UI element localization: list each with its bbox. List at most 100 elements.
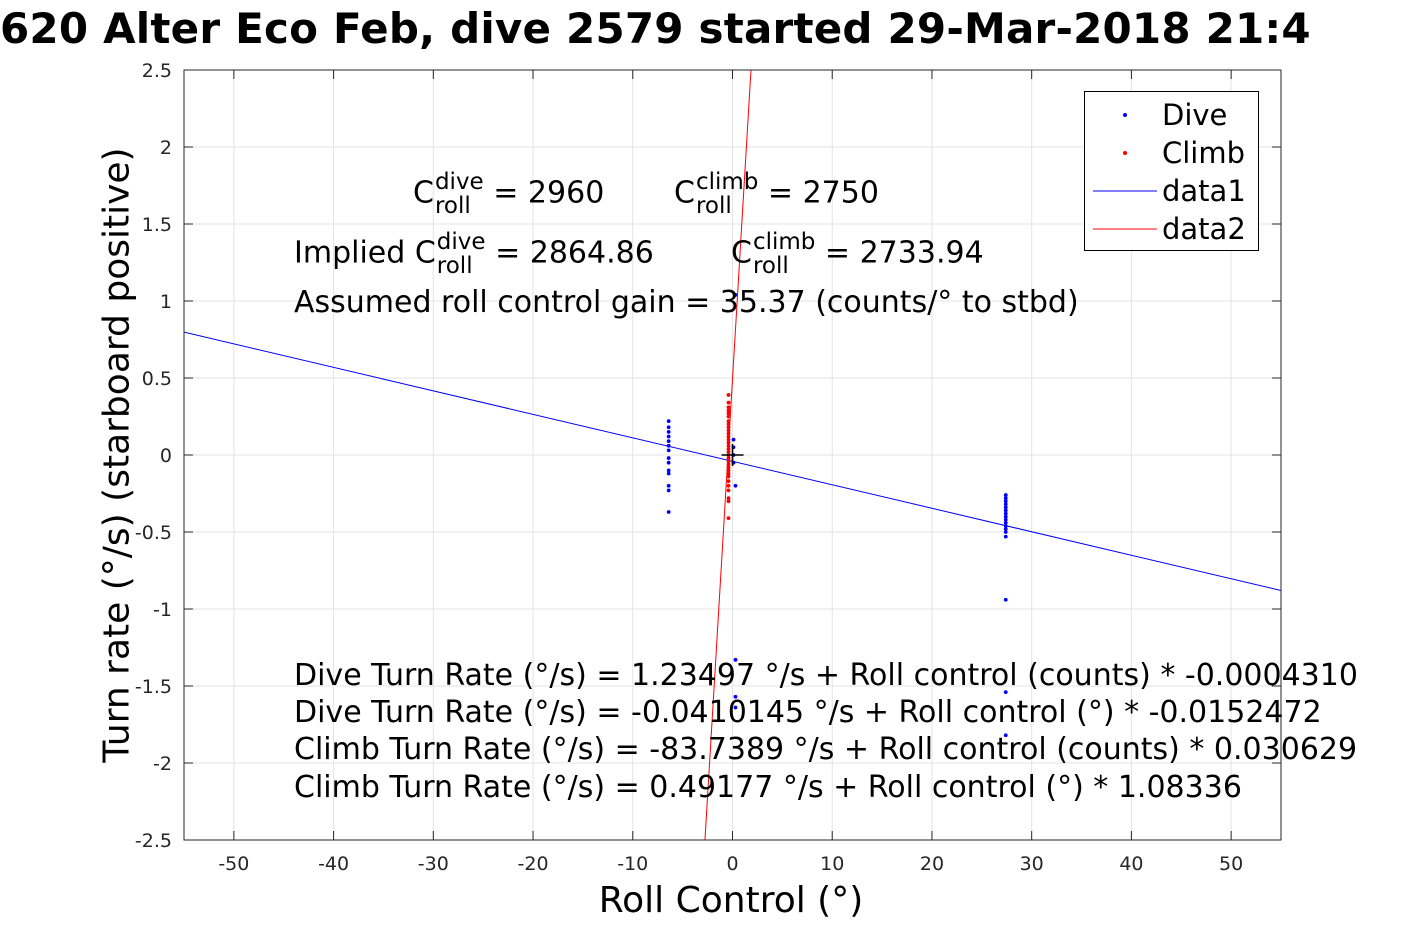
data-point-climb <box>726 468 731 473</box>
annotation-eq-climb-counts: Climb Turn Rate (°/s) = -83.7389 °/s + R… <box>294 732 1358 767</box>
chart-title: 620 Alter Eco Feb, dive 2579 started 29-… <box>0 4 1311 53</box>
data-point-dive <box>733 657 738 662</box>
legend-climb-label: Climb <box>1162 136 1246 170</box>
y-tick-label: 0 <box>160 445 172 467</box>
data-point-climb <box>726 422 731 427</box>
data-points <box>666 292 1008 738</box>
data-point-climb <box>726 446 731 451</box>
annotation-gain: Assumed roll control gain = 35.37 (count… <box>294 285 1079 320</box>
data-point-dive <box>666 488 671 493</box>
axes-frame <box>183 69 1282 841</box>
data-point-dive <box>666 468 671 473</box>
data-point-climb <box>726 440 731 445</box>
data-point-dive <box>666 483 671 488</box>
tick-labels: -50 -40 -30 -20 -10 0 10 20 30 40 50 2.5 2 1.5 1 0.5 0 -0… <box>135 60 1243 875</box>
data-point-climb <box>726 483 731 488</box>
data-point-climb <box>726 474 731 479</box>
y-tick-label: 2 <box>160 137 172 159</box>
x-tick-label: -30 <box>418 853 449 875</box>
data-point-dive <box>1003 508 1008 513</box>
y-tick-label: 2.5 <box>142 60 172 82</box>
data-point-climb <box>726 411 731 416</box>
data-point-dive <box>1003 530 1008 534</box>
data-point-dive <box>1003 733 1008 738</box>
x-tick-label: -50 <box>218 853 249 875</box>
data-point-dive <box>666 419 671 424</box>
data-point-dive <box>1003 499 1008 504</box>
data-point-dive <box>1003 690 1008 695</box>
y-tick-label: -2 <box>153 753 172 775</box>
data-point-dive <box>731 437 736 442</box>
data-point-dive <box>733 694 738 699</box>
legend: Dive Climb data1 data2 <box>1084 91 1259 251</box>
y-tick-label: 1 <box>160 291 172 313</box>
data-point-dive <box>666 448 671 453</box>
x-tick-label: 50 <box>1219 853 1243 875</box>
data-point-dive <box>666 510 671 514</box>
x-tick-label: -40 <box>318 853 349 875</box>
data-point-climb <box>726 496 731 501</box>
x-tick-label: 0 <box>726 853 738 875</box>
data-point-climb <box>726 443 731 448</box>
data-point-climb <box>726 428 731 433</box>
y-tick-label: -2.5 <box>135 830 172 852</box>
data-point-dive <box>666 460 671 465</box>
legend-dive-label: Dive <box>1162 98 1228 132</box>
data-point-climb <box>726 405 731 410</box>
x-tick-label: 10 <box>820 853 844 875</box>
data-point-climb <box>726 425 731 430</box>
legend-climb-marker <box>1123 151 1127 155</box>
y-tick-label: -1.5 <box>135 676 172 698</box>
legend-dive-marker <box>1123 113 1127 117</box>
legend-item-dive: Dive <box>1085 96 1258 134</box>
annotation-eq-dive-degrees: Dive Turn Rate (°/s) = -0.0410145 °/s + … <box>294 695 1322 730</box>
y-tick-label: 1.5 <box>142 214 172 236</box>
x-tick-label: 20 <box>920 853 944 875</box>
y-tick-label: -0.5 <box>135 522 172 544</box>
data-point-dive <box>1003 517 1008 522</box>
legend-data2-label: data2 <box>1162 212 1246 246</box>
x-tick-label: 40 <box>1119 853 1143 875</box>
data-point-dive <box>666 430 671 434</box>
data-point-dive <box>666 439 671 444</box>
annotation-eq-climb-degrees: Climb Turn Rate (°/s) = 0.49177 °/s + Ro… <box>294 770 1242 805</box>
y-tick-label: 0.5 <box>142 368 172 390</box>
data-point-climb <box>726 437 731 442</box>
data-point-climb <box>726 450 731 454</box>
x-tick-label: -20 <box>518 853 549 875</box>
data-point-dive <box>666 425 671 430</box>
x-axis-label: Roll Control (°) <box>598 880 864 921</box>
data-point-climb <box>726 393 731 397</box>
data-point-dive <box>733 292 738 297</box>
data-point-dive <box>1003 496 1008 501</box>
legend-item-data2: data2 <box>1085 210 1258 248</box>
legend-data1-label: data1 <box>1162 174 1246 208</box>
data-point-dive <box>733 705 738 710</box>
data-point-climb <box>726 414 731 419</box>
data-point-dive <box>1003 493 1008 497</box>
data-point-climb <box>726 408 731 413</box>
legend-data1-line <box>1093 190 1157 192</box>
data-point-dive <box>1003 514 1008 519</box>
data-point-dive <box>1003 523 1008 528</box>
annotation-eq-dive-counts: Dive Turn Rate (°/s) = 1.23497 °/s + Rol… <box>294 658 1358 693</box>
data-point-dive <box>1003 502 1008 507</box>
legend-item-data1: data1 <box>1085 172 1258 210</box>
data-point-dive <box>666 471 671 476</box>
y-tick-label: -1 <box>153 599 172 621</box>
data-point-dive <box>1003 597 1008 602</box>
data-point-climb <box>726 419 731 424</box>
legend-item-climb: Climb <box>1085 134 1258 172</box>
data-point-climb <box>726 479 731 484</box>
data-point-dive <box>666 456 671 460</box>
data-point-climb <box>726 462 731 467</box>
data-point-climb <box>726 431 731 436</box>
data-point-dive <box>1003 520 1008 525</box>
x-tick-label: -10 <box>617 853 648 875</box>
data-point-climb <box>726 459 731 464</box>
data-point-climb <box>726 456 731 460</box>
